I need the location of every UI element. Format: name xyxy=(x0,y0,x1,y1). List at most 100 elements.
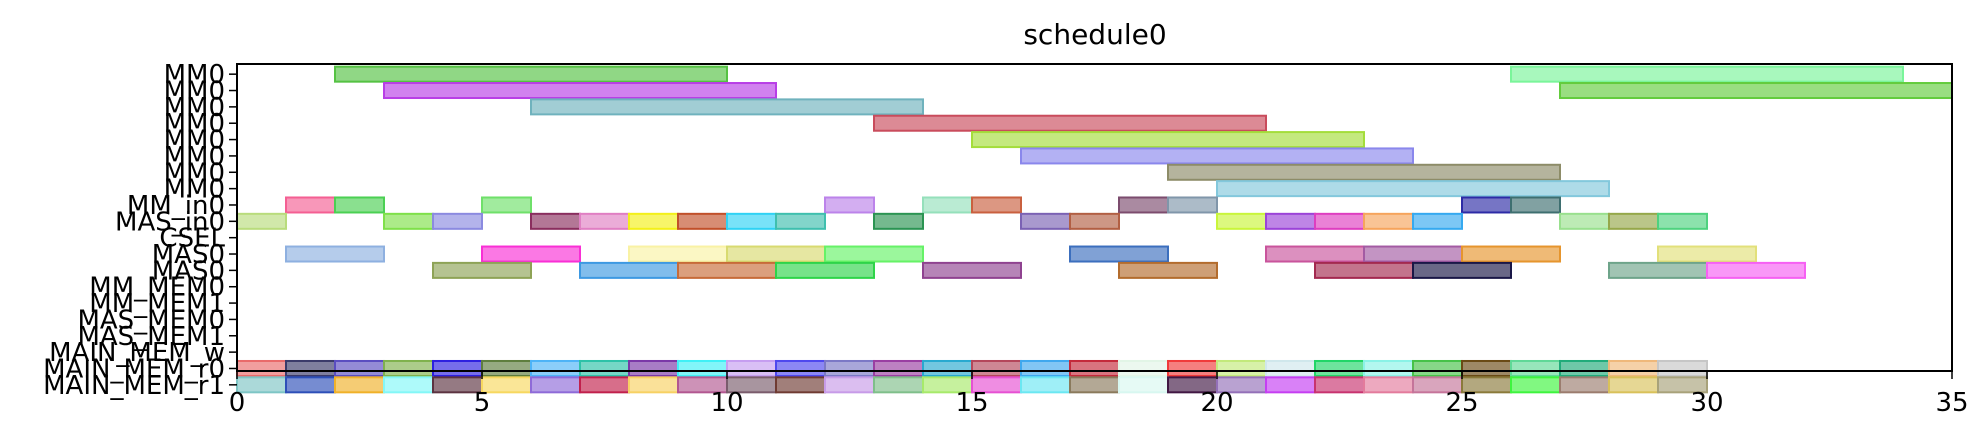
y-tick-label: MAIN_MEM_w xyxy=(49,338,225,368)
gantt-bar xyxy=(1069,212,1120,230)
gantt-bar xyxy=(873,376,924,394)
gantt-bar xyxy=(285,359,336,377)
gantt-bar xyxy=(1510,376,1561,394)
gantt-bar xyxy=(628,376,679,394)
x-tick-label: 35 xyxy=(1935,388,1968,418)
gantt-bar xyxy=(1216,212,1267,230)
gantt-bar xyxy=(1363,245,1463,263)
gantt-bar xyxy=(579,212,630,230)
gantt-bar xyxy=(1020,376,1071,394)
gantt-bar xyxy=(579,359,630,377)
gantt-bar xyxy=(1020,359,1071,377)
gantt-bar xyxy=(1657,359,1708,377)
x-tick-label: 0 xyxy=(229,388,246,418)
gantt-bar xyxy=(1559,212,1610,230)
gantt-bar xyxy=(1363,359,1414,377)
gantt-bar xyxy=(334,65,728,83)
gantt-bar xyxy=(1412,212,1463,230)
gantt-bar xyxy=(1265,376,1316,394)
gantt-bar xyxy=(285,376,336,394)
gantt-bar xyxy=(1265,212,1316,230)
gantt-bar xyxy=(971,359,1022,377)
gantt-bar xyxy=(1608,376,1659,394)
gantt-bar xyxy=(1559,359,1610,377)
x-tick-label: 5 xyxy=(474,388,491,418)
gantt-bar xyxy=(1167,359,1218,377)
gantt-bar xyxy=(1363,212,1414,230)
y-tick-label: MM0 xyxy=(164,77,225,107)
gantt-bar xyxy=(1706,261,1806,279)
gantt-bar xyxy=(873,359,924,377)
gantt-bar xyxy=(1510,196,1561,214)
gantt-bar xyxy=(530,376,581,394)
gantt-bar xyxy=(1314,376,1365,394)
x-tick-labels: 0 5 10 15 20 25 30 35 xyxy=(229,371,1969,418)
gantt-bar xyxy=(922,359,973,377)
gantt-bar xyxy=(1118,196,1169,214)
gantt-bar xyxy=(1510,65,1904,83)
gantt-bar xyxy=(334,376,385,394)
gantt-bar xyxy=(1265,359,1316,377)
gantt-bar xyxy=(432,261,532,279)
y-tick-label: MM0 xyxy=(164,175,225,205)
gantt-bar xyxy=(236,359,287,377)
x-tick-label: 20 xyxy=(1200,388,1233,418)
gantt-bar xyxy=(1020,147,1414,165)
plot-frame xyxy=(236,63,1953,372)
gantt-bar xyxy=(432,212,483,230)
x-tick-label: 30 xyxy=(1690,388,1723,418)
gantt-bar xyxy=(1118,359,1169,377)
gantt-bar xyxy=(873,114,1267,132)
y-tick-label: MM_in0 xyxy=(127,191,225,221)
gantt-bar xyxy=(1314,359,1365,377)
gantt-bar xyxy=(236,212,287,230)
y-tick-label: MM_MEM0 xyxy=(89,273,225,303)
gantt-bar xyxy=(824,359,875,377)
gantt-bar xyxy=(383,376,434,394)
gantt-bar xyxy=(481,359,532,377)
gantt-bar xyxy=(334,196,385,214)
gantt-bar xyxy=(971,131,1365,149)
gantt-bar xyxy=(775,212,826,230)
gantt-bar xyxy=(1069,376,1120,394)
gantt-bar xyxy=(726,245,826,263)
gantt-bar xyxy=(1020,212,1071,230)
gantt-bar xyxy=(481,245,581,263)
gantt-bar xyxy=(579,376,630,394)
gantt-bar xyxy=(628,245,728,263)
x-tick-label: 25 xyxy=(1445,388,1478,418)
y-tick-label: CSEL xyxy=(159,224,225,254)
gantt-bar xyxy=(775,376,826,394)
gantt-bar xyxy=(1657,212,1708,230)
x-tick-label: 10 xyxy=(710,388,743,418)
y-tick-labels: MM0MM0MM0MM0MM0MM0MM0MM0MM_in0MAS_in0CSE… xyxy=(43,60,237,401)
y-tick-label: MM0 xyxy=(164,60,225,90)
gantt-bar xyxy=(285,245,385,263)
gantt-bar xyxy=(530,212,581,230)
gantt-bar xyxy=(383,359,434,377)
gantt-bar xyxy=(1461,359,1512,377)
y-tick-label: MAS_MEM0 xyxy=(77,305,225,335)
gantt-bar xyxy=(1216,180,1610,198)
gantt-bar xyxy=(824,245,924,263)
gantt-bar xyxy=(1510,359,1561,377)
y-tick-label: MAS0 xyxy=(152,240,225,270)
gantt-bar xyxy=(971,196,1022,214)
gantt-bar xyxy=(1559,82,1953,100)
gantt-bar xyxy=(824,196,875,214)
gantt-bar xyxy=(922,196,973,214)
gantt-bar xyxy=(677,212,728,230)
gantt-bar xyxy=(481,196,532,214)
gantt-bar xyxy=(1608,261,1708,279)
gantt-bar xyxy=(1118,376,1169,394)
gantt-bar xyxy=(1118,261,1218,279)
gantt-bar xyxy=(1559,376,1610,394)
gantt-bar xyxy=(1657,245,1757,263)
gantt-bar xyxy=(285,196,336,214)
gantt-bar xyxy=(1069,245,1169,263)
gantt-bar xyxy=(1167,163,1561,181)
gantt-bar xyxy=(530,98,924,116)
y-tick-label: MM0 xyxy=(164,93,225,123)
gantt-bar xyxy=(1412,261,1512,279)
